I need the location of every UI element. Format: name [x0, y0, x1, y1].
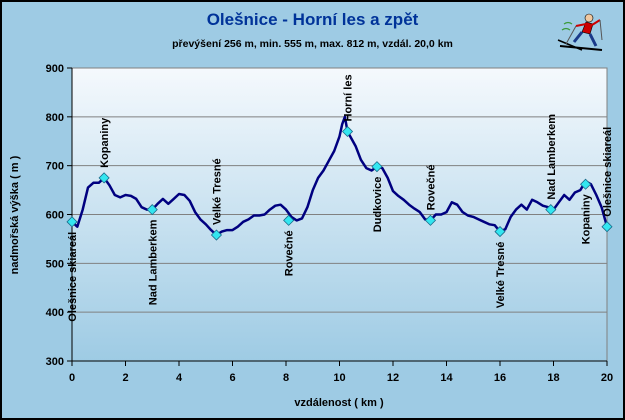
y-tick-label: 900 — [46, 63, 64, 75]
waypoint-label: Rovečné — [284, 230, 296, 276]
y-tick-label: 700 — [46, 161, 64, 173]
waypoint-marker — [424, 214, 437, 226]
waypoint-label: Nad Lamberkem — [546, 114, 558, 200]
waypoint-marker — [283, 214, 295, 226]
waypoint-marker — [545, 204, 557, 216]
x-tick-label: 12 — [387, 372, 399, 384]
waypoint-label: Kopaniny — [99, 117, 111, 168]
waypoint-label: Dudkovice — [372, 177, 384, 233]
y-tick-label: 400 — [46, 307, 64, 319]
y-tick-label: 800 — [46, 112, 64, 124]
y-tick-label: 500 — [46, 258, 64, 270]
waypoint-marker — [66, 216, 78, 228]
x-tick-label: 4 — [176, 372, 183, 384]
waypoint-marker — [580, 178, 592, 190]
x-tick-label: 0 — [69, 372, 75, 384]
waypoint-marker — [601, 221, 613, 233]
x-tick-label: 18 — [547, 372, 559, 384]
waypoint-marker — [210, 229, 223, 241]
waypoint-markers — [66, 125, 613, 241]
waypoint-label: Olešnice skiareál — [602, 127, 614, 217]
waypoint-label: Rovečné — [425, 165, 437, 211]
waypoint-label: Nad Lamberkem — [147, 219, 159, 305]
waypoint-marker — [146, 204, 158, 216]
y-tick-label: 300 — [46, 356, 64, 368]
x-tick-label: 2 — [122, 372, 128, 384]
waypoint-marker — [371, 161, 383, 173]
x-tick-label: 14 — [440, 372, 453, 384]
waypoint-label: Kopaniny — [581, 193, 593, 244]
y-axis: 300 400 500 600 700 800 900 — [46, 63, 73, 368]
waypoint-marker — [494, 226, 506, 238]
waypoint-marker — [341, 125, 354, 138]
waypoint-label: Velké Tresné — [211, 158, 223, 225]
x-tick-label: 16 — [494, 372, 506, 384]
waypoint-marker — [98, 172, 110, 184]
x-tick-label: 8 — [283, 372, 289, 384]
y-tick-label: 600 — [46, 210, 64, 222]
y-axis-label: nadmořská výška ( m ) — [9, 155, 21, 274]
x-axis: 0 2 4 6 8 10 12 14 16 18 20 — [69, 360, 613, 384]
chart-title: Olešnice - Horní les a zpět — [206, 10, 419, 29]
x-tick-label: 20 — [601, 372, 613, 384]
x-axis-label: vzdálenost ( km ) — [294, 397, 384, 409]
skier-icon — [557, 13, 603, 51]
x-tick-label: 6 — [229, 372, 235, 384]
waypoint-labels: Olešnice skiareál Kopaniny Nad Lamberkem Ve… — [67, 74, 614, 321]
x-tick-label: 10 — [333, 372, 345, 384]
waypoint-label: Olešnice skiareál — [67, 232, 79, 322]
elevation-line — [71, 115, 609, 237]
chart-subtitle: převýšení 256 m, min. 555 m, max. 812 m,… — [172, 38, 453, 50]
waypoint-label: Horní les — [343, 74, 355, 121]
waypoint-label: Velké Tresné — [495, 242, 507, 309]
